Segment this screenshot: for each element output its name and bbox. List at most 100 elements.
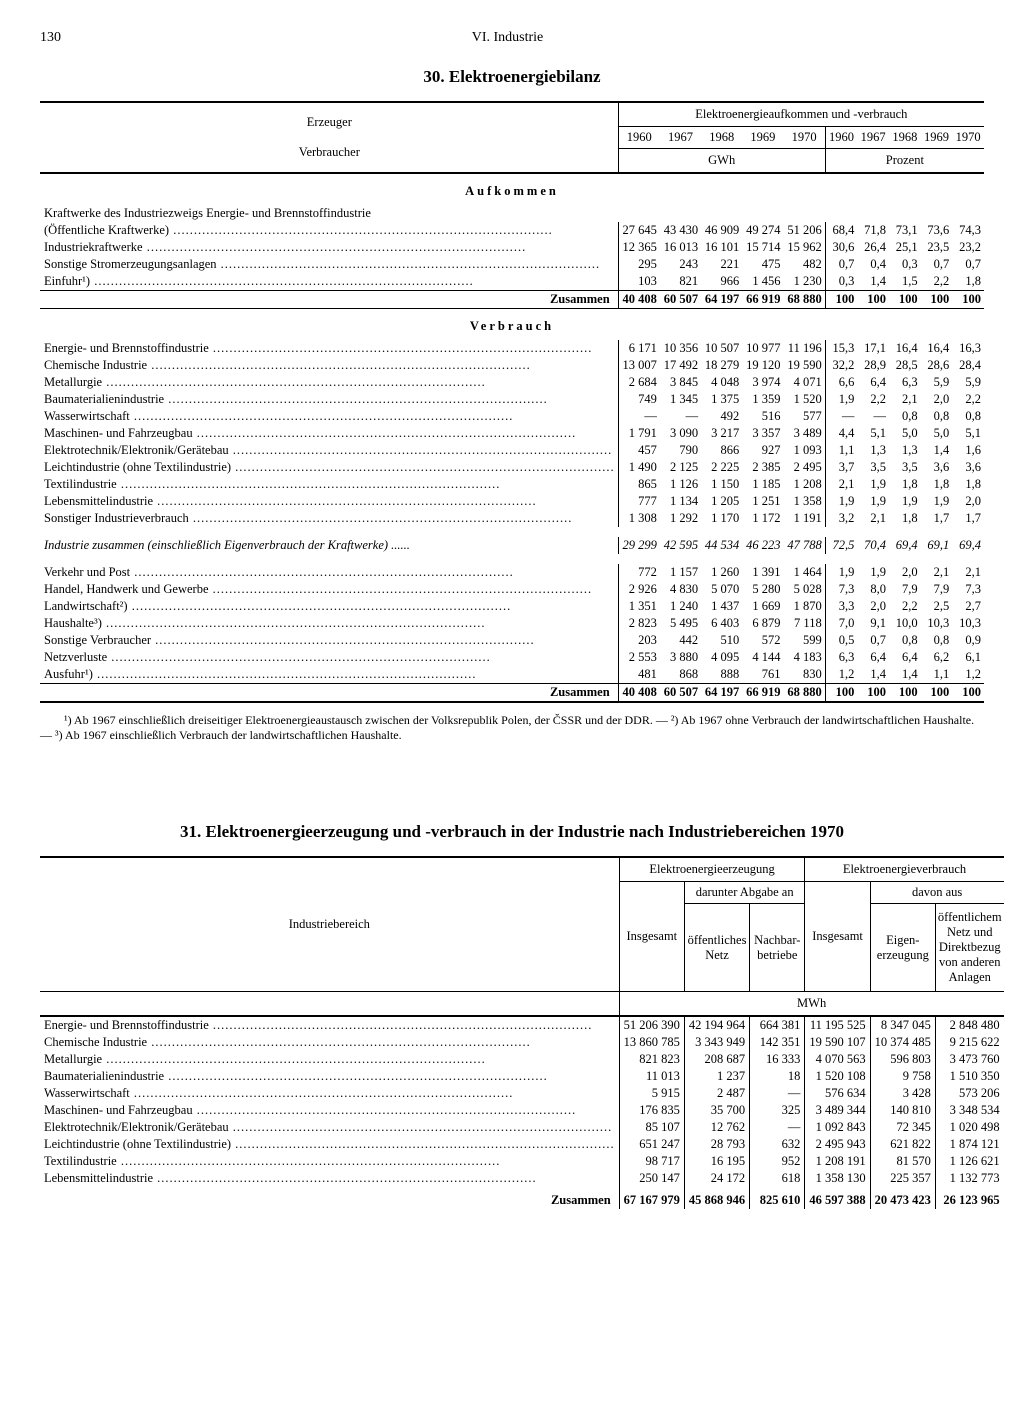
- h-eigen: Eigen- erzeugung: [870, 904, 935, 992]
- cell: 1,9: [825, 493, 857, 510]
- row-label: Energie- und Brennstoffindustrie: [44, 1018, 615, 1033]
- row-label: Textilindustrie: [44, 1154, 615, 1169]
- cell: 1 020 498: [935, 1119, 1003, 1136]
- cell: 47 788: [784, 537, 826, 554]
- cell: 1 172: [742, 510, 783, 527]
- cell: 5,9: [952, 374, 984, 391]
- cell: 51 206: [784, 222, 826, 239]
- cell: 1,2: [952, 666, 984, 684]
- cell: 2 495 943: [805, 1136, 870, 1153]
- cell: 577: [784, 408, 826, 425]
- cell: 100: [889, 684, 921, 703]
- year-col: 1960: [618, 127, 660, 149]
- cell: 16,4: [889, 340, 921, 357]
- cell: 573 206: [935, 1085, 1003, 1102]
- cell: 1 791: [618, 425, 660, 442]
- cell: —: [750, 1119, 805, 1136]
- cell: 3 357: [742, 425, 783, 442]
- cell: 3 473 760: [935, 1051, 1003, 1068]
- table-row: Energie- und Brennstoffindustrie51 206 3…: [40, 1016, 1004, 1034]
- cell: 510: [701, 632, 742, 649]
- cell: 866: [701, 442, 742, 459]
- cell: 98 717: [619, 1153, 684, 1170]
- cell: 1 205: [701, 493, 742, 510]
- cell: 250 147: [619, 1170, 684, 1187]
- section-verbrauch: Verbrauch: [40, 309, 984, 341]
- cell: 73,6: [921, 222, 953, 239]
- cell: 2,0: [857, 598, 889, 615]
- row-label: Chemische Industrie: [44, 358, 615, 373]
- row-label: Einfuhr¹): [44, 274, 615, 289]
- cell: 74,3: [952, 222, 984, 239]
- cell: 19 590 107: [805, 1034, 870, 1051]
- cell: 3 974: [742, 374, 783, 391]
- cell: 1 375: [701, 391, 742, 408]
- cell: 2,2: [952, 391, 984, 408]
- cell: 10,3: [952, 615, 984, 632]
- cell: 40 408: [618, 684, 660, 703]
- cell: 2 553: [618, 649, 660, 666]
- cell: 13 860 785: [619, 1034, 684, 1051]
- cell: 2,7: [952, 598, 984, 615]
- cell: 7 118: [784, 615, 826, 632]
- table-row: Sonstiger Industrieverbrauch1 3081 2921 …: [40, 510, 984, 527]
- h-davon: davon aus: [870, 882, 1003, 904]
- cell: 2 848 480: [935, 1016, 1003, 1034]
- cell: 7,3: [952, 581, 984, 598]
- cell: 6,4: [889, 649, 921, 666]
- cell: 24 172: [684, 1170, 749, 1187]
- cell: 632: [750, 1136, 805, 1153]
- cell: 3 428: [870, 1085, 935, 1102]
- cell: 6 403: [701, 615, 742, 632]
- page-header: 130 VI. Industrie: [40, 30, 984, 47]
- cell: 3,2: [825, 510, 857, 527]
- cell: 1,4: [921, 442, 953, 459]
- cell: 664 381: [750, 1016, 805, 1034]
- cell: 821 823: [619, 1051, 684, 1068]
- cell: 0,8: [889, 408, 921, 425]
- row-label: Wasserwirtschaft: [44, 1086, 615, 1101]
- cell: 1,4: [889, 666, 921, 684]
- cell: 25,1: [889, 239, 921, 256]
- cell: 825 610: [750, 1187, 805, 1209]
- table-row: Lebensmittelindustrie250 14724 1726181 3…: [40, 1170, 1004, 1187]
- cell: 18 279: [701, 357, 742, 374]
- year-col: 1967: [660, 127, 701, 149]
- cell: 4 830: [660, 581, 701, 598]
- cell: 100: [857, 291, 889, 309]
- h-insg-2: Insgesamt: [805, 882, 870, 992]
- cell: 481: [618, 666, 660, 684]
- cell: 6,3: [825, 649, 857, 666]
- cell: 325: [750, 1102, 805, 1119]
- cell: 1,3: [889, 442, 921, 459]
- cell: 1 520 108: [805, 1068, 870, 1085]
- year-col: 1969: [742, 127, 783, 149]
- cell: 1,9: [857, 564, 889, 581]
- cell: 3 090: [660, 425, 701, 442]
- h-erzeugung: Elektroenergieerzeugung: [619, 857, 805, 882]
- cell: 1,3: [857, 442, 889, 459]
- cell: 18: [750, 1068, 805, 1085]
- cell: 7,9: [889, 581, 921, 598]
- cell: 1 308: [618, 510, 660, 527]
- table-row: Elektrotechnik/Elektronik/Gerätebau85 10…: [40, 1119, 1004, 1136]
- cell: 103: [618, 273, 660, 291]
- cell: 1 358 130: [805, 1170, 870, 1187]
- cell: 5,1: [857, 425, 889, 442]
- cell: 1,9: [825, 391, 857, 408]
- row-label: Leichtindustrie (ohne Textilindustrie): [44, 460, 615, 475]
- cell: 15 962: [784, 239, 826, 256]
- cell: 1 520: [784, 391, 826, 408]
- table-row: Baumaterialienindustrie7491 3451 3751 35…: [40, 391, 984, 408]
- cell: 1 464: [784, 564, 826, 581]
- cell: 10 356: [660, 340, 701, 357]
- table-31: Industriebereich Elektroenergieerzeugung…: [40, 856, 1004, 1209]
- cell: 772: [618, 564, 660, 581]
- cell: 3 489: [784, 425, 826, 442]
- row-label: Sonstiger Industrieverbrauch: [44, 511, 615, 526]
- row-label: Metallurgie: [44, 1052, 615, 1067]
- cell: 27 645: [618, 222, 660, 239]
- cell: 1 208 191: [805, 1153, 870, 1170]
- section-aufkommen: Aufkommen: [40, 173, 984, 205]
- table-row: (Öffentliche Kraftwerke)27 64543 43046 9…: [40, 222, 984, 239]
